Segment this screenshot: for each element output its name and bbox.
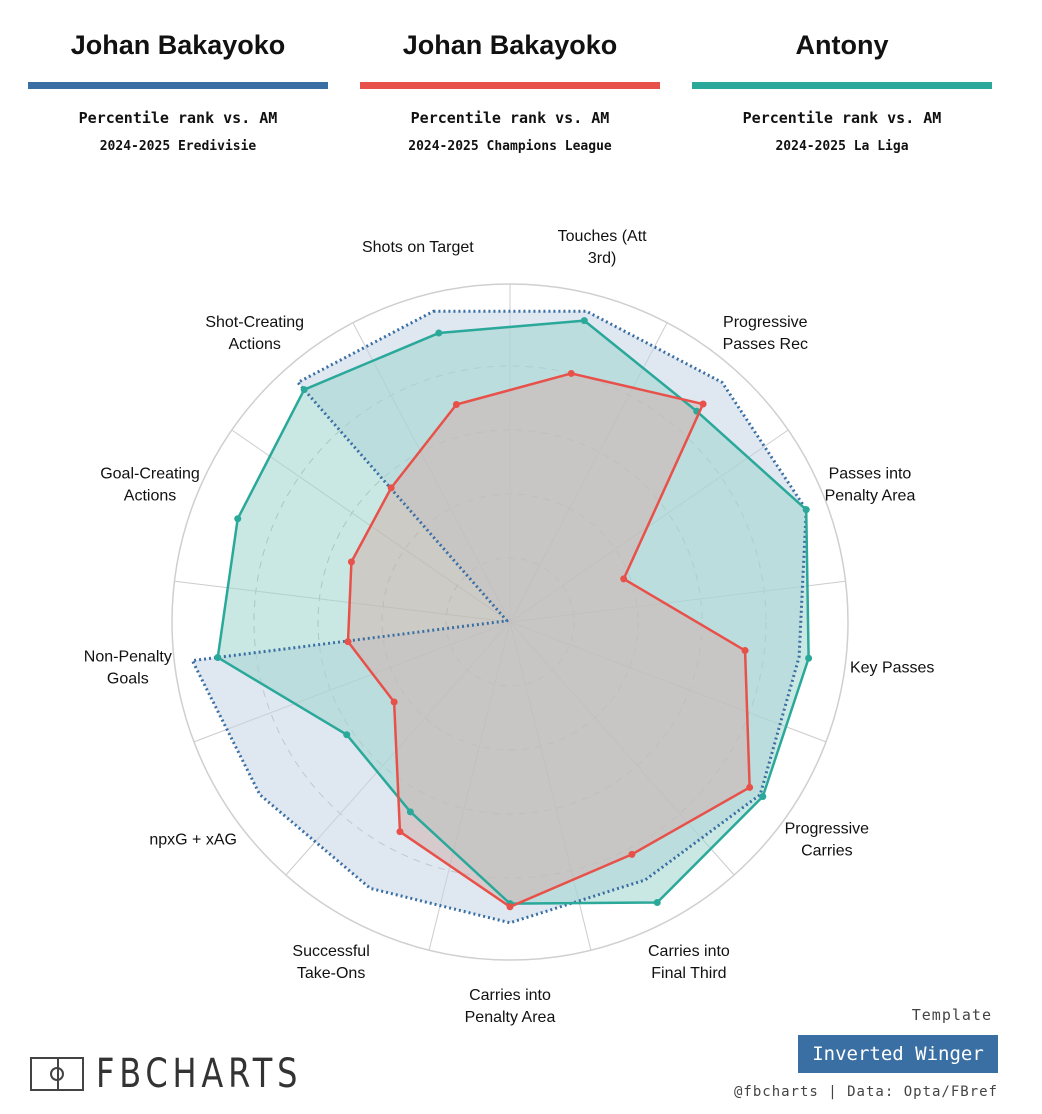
percentile-label: Percentile rank vs. AM bbox=[410, 109, 610, 127]
data-point bbox=[628, 850, 636, 858]
data-point bbox=[343, 731, 351, 739]
series-line bbox=[190, 309, 808, 925]
axis-label: Passes into Penalty Area bbox=[825, 466, 916, 505]
data-point bbox=[805, 654, 813, 662]
data-point bbox=[234, 515, 242, 523]
axis-label: Non-Penalty Goals bbox=[84, 649, 172, 688]
data-point bbox=[406, 808, 414, 816]
axis-label: Touches (Att 3rd) bbox=[558, 228, 647, 267]
player-color-bar bbox=[28, 82, 328, 89]
series-line bbox=[346, 372, 751, 909]
season-label: 2024-2025 La Liga bbox=[775, 139, 909, 154]
player-header-3: Antony Percentile rank vs. AM 2024-2025 … bbox=[692, 0, 992, 154]
data-point bbox=[802, 506, 810, 514]
template-label: Template bbox=[911, 1006, 992, 1024]
data-point bbox=[746, 783, 754, 791]
season-label: 2024-2025 Champions League bbox=[408, 139, 612, 154]
data-point bbox=[620, 575, 628, 583]
axis-label: Carries into Final Third bbox=[648, 943, 730, 982]
player-name: Johan Bakayoko bbox=[402, 30, 618, 60]
axis-label: Goal-Creating Actions bbox=[100, 466, 200, 505]
axis-label: npxG + xAG bbox=[149, 832, 237, 849]
player-color-bar bbox=[360, 82, 660, 89]
axis-label: Key Passes bbox=[850, 660, 934, 677]
axis-label: Carries into Penalty Area bbox=[465, 987, 556, 1026]
fbcharts-logo: FBCHARTS bbox=[30, 1051, 354, 1097]
axis-label: Successful Take-Ons bbox=[292, 943, 369, 982]
season-label: 2024-2025 Eredivisie bbox=[99, 139, 257, 154]
data-point bbox=[435, 329, 443, 337]
data-credit: @fbcharts | Data: Opta/FBref bbox=[733, 1084, 998, 1100]
data-point bbox=[567, 369, 575, 377]
data-point bbox=[506, 903, 514, 911]
pitch-icon bbox=[30, 1057, 84, 1091]
logo-text: FBCHARTS bbox=[96, 1051, 303, 1097]
axis-label: Progressive Passes Rec bbox=[723, 314, 808, 353]
data-point bbox=[580, 317, 588, 325]
data-point bbox=[390, 698, 398, 706]
data-point bbox=[759, 793, 767, 801]
percentile-label: Percentile rank vs. AM bbox=[742, 109, 942, 127]
data-point bbox=[653, 899, 661, 907]
data-point bbox=[214, 653, 222, 661]
template-badge: Inverted Winger bbox=[798, 1035, 998, 1073]
axis-label: Progressive Carries bbox=[785, 821, 870, 860]
data-point bbox=[300, 386, 308, 394]
percentile-label: Percentile rank vs. AM bbox=[78, 109, 278, 127]
player-name: Johan Bakayoko bbox=[70, 30, 286, 60]
player-header-2: Johan Bakayoko Percentile rank vs. AM 20… bbox=[360, 0, 660, 154]
data-point bbox=[699, 400, 707, 408]
player-color-bar bbox=[692, 82, 992, 89]
data-point bbox=[387, 484, 395, 492]
player-name: Antony bbox=[795, 30, 889, 60]
series-line bbox=[216, 319, 810, 905]
series-area bbox=[347, 373, 750, 907]
axis-label: Shots on Target bbox=[362, 239, 474, 256]
data-point bbox=[347, 558, 355, 566]
data-point bbox=[741, 647, 749, 655]
data-point bbox=[452, 401, 460, 409]
data-point bbox=[344, 638, 352, 646]
axis-label: Shot-Creating Actions bbox=[205, 314, 304, 353]
data-point bbox=[396, 828, 404, 836]
player-header-1: Johan Bakayoko Percentile rank vs. AM 20… bbox=[28, 0, 328, 154]
